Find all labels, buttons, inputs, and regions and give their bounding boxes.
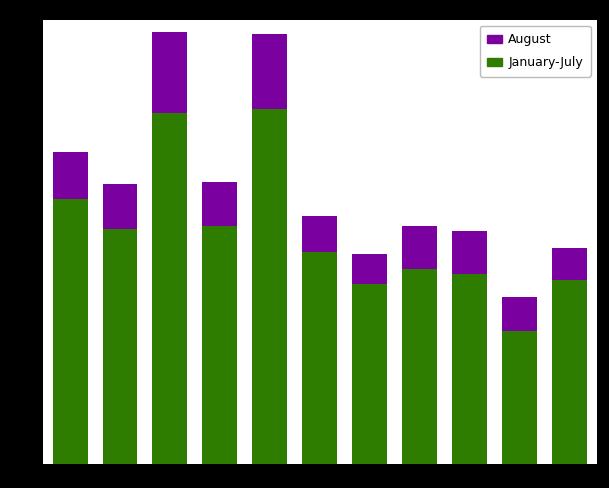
Bar xyxy=(402,269,437,464)
Bar xyxy=(552,247,587,280)
Bar xyxy=(152,113,188,464)
Bar xyxy=(152,32,188,113)
Bar xyxy=(452,231,487,274)
Bar xyxy=(352,254,387,284)
Bar xyxy=(102,229,138,464)
Bar xyxy=(352,284,387,464)
Bar xyxy=(202,182,238,226)
Bar xyxy=(102,184,138,229)
Bar xyxy=(502,297,537,331)
Bar xyxy=(552,280,587,464)
Bar xyxy=(302,252,337,464)
Bar xyxy=(252,109,287,464)
Bar xyxy=(52,199,88,464)
Bar xyxy=(302,216,337,252)
Bar xyxy=(452,274,487,464)
Bar xyxy=(402,226,437,269)
Legend: August, January-July: August, January-July xyxy=(479,26,591,77)
Bar xyxy=(52,152,88,199)
Bar xyxy=(202,226,238,464)
Bar xyxy=(502,331,537,464)
Bar xyxy=(252,34,287,109)
